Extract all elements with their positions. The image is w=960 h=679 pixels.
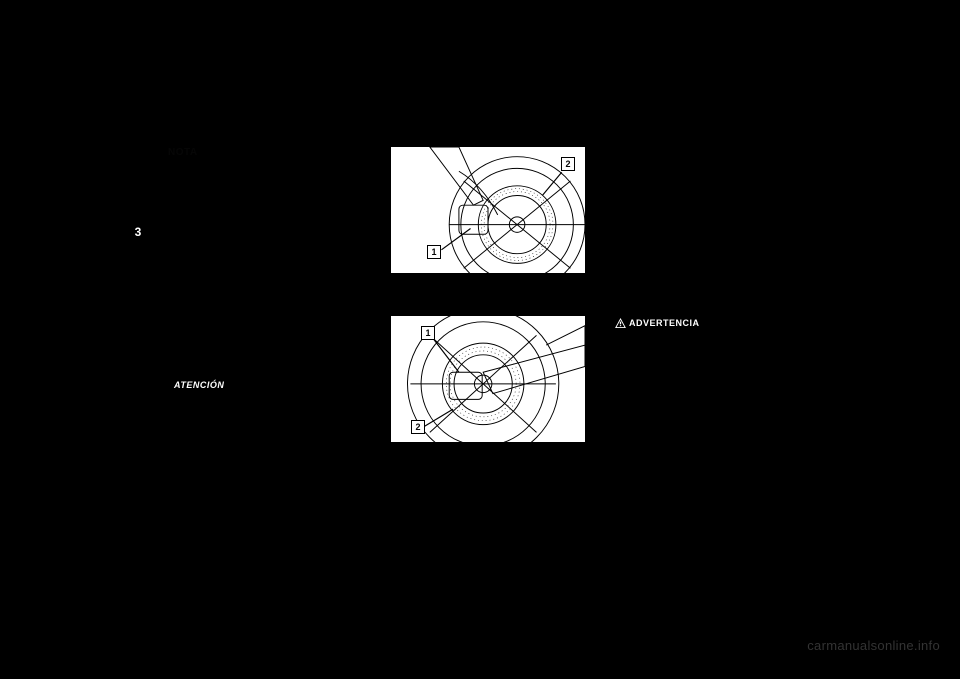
watermark-text: carmanualsonline.info	[807, 638, 940, 653]
front-wheel-illustration	[391, 147, 585, 273]
atencion-rule	[168, 394, 364, 395]
advertencia-label: ADVERTENCIA	[629, 317, 700, 329]
callout-1: 1	[421, 326, 435, 340]
advertencia-row: ADVERTENCIA	[612, 316, 808, 332]
warning-triangle-icon	[615, 318, 626, 328]
figure-front-wheel: 1 2	[390, 146, 586, 274]
column-left: NOTA Con D-MODE el piloto puede seleccio…	[168, 146, 364, 526]
end-rule	[612, 500, 808, 502]
content-columns: NOTA Con D-MODE el piloto puede seleccio…	[168, 146, 808, 526]
column-middle: 1 2 1. Sensor delantero 2. Rotor del sen…	[390, 146, 586, 526]
end-rule	[168, 442, 364, 446]
callout-2: 2	[411, 420, 425, 434]
section-rule	[168, 356, 364, 358]
figure-rear-wheel: 1 2	[390, 315, 586, 443]
atencion-badge: ATENCIÓN	[168, 378, 230, 392]
nota-rule	[168, 163, 364, 164]
chapter-tab: 3	[128, 222, 148, 242]
adv-rule	[612, 333, 808, 334]
nota-heading: NOTA	[168, 146, 198, 162]
callout-2: 2	[561, 157, 575, 171]
advertencia-badge: ADVERTENCIA	[612, 316, 706, 330]
column-right: El sistema de control de tracción ayuda …	[612, 146, 808, 526]
manual-page: 3 NOTA Con D-MODE el piloto puede selecc…	[0, 0, 960, 679]
callout-1: 1	[427, 245, 441, 259]
